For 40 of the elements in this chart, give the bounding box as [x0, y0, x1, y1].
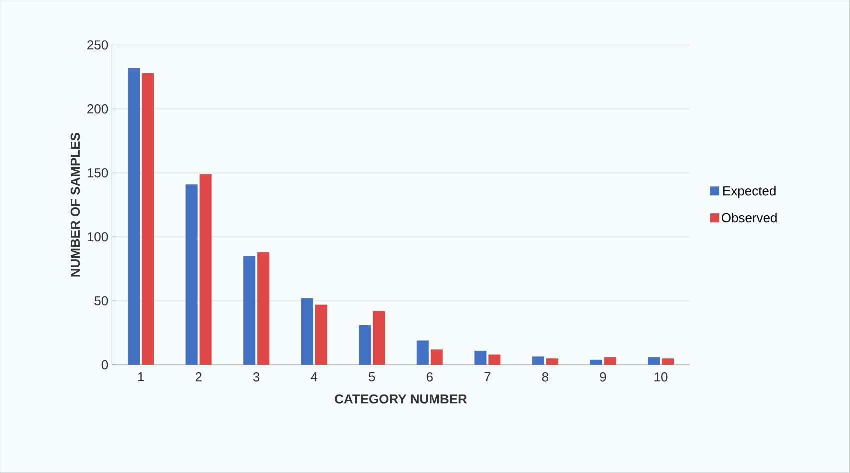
y-tick-label: 150 [88, 168, 108, 178]
y-axis-title: NUMBER OF SAMPLES [70, 132, 80, 277]
bar [186, 184, 198, 365]
bar [258, 252, 270, 365]
bar [546, 358, 558, 365]
bar [590, 360, 602, 365]
bar [604, 357, 616, 365]
y-tick-label: 50 [94, 296, 108, 306]
bar [662, 358, 674, 365]
x-tick-label: 3 [253, 372, 260, 382]
bar [373, 311, 386, 365]
bar [301, 298, 314, 365]
x-tick-label: 1 [138, 372, 144, 382]
bar [244, 256, 256, 365]
bar [474, 350, 487, 365]
x-tick-label: 10 [654, 372, 668, 382]
bar [315, 304, 328, 365]
x-tick-label: 5 [369, 372, 376, 382]
bar [532, 356, 544, 365]
bar [430, 350, 443, 365]
x-tick-label: 2 [196, 372, 202, 382]
y-tick-label: 0 [102, 360, 108, 370]
bar [142, 73, 154, 365]
legend-label: Observed [722, 213, 777, 223]
y-tick-label: 100 [88, 232, 108, 242]
bar [359, 325, 372, 365]
bar [128, 68, 140, 365]
x-tick-label: 9 [600, 372, 606, 382]
x-tick-label: 8 [542, 372, 548, 382]
x-axis-title: CATEGORY NUMBER [335, 394, 468, 404]
bar [648, 357, 660, 365]
x-tick-label: 7 [484, 372, 491, 382]
bar [416, 340, 429, 365]
x-tick-label: 6 [426, 372, 433, 382]
bar [488, 354, 501, 365]
legend-label: Expected [724, 186, 776, 198]
x-tick-label: 4 [311, 372, 318, 382]
y-tick-label: 250 [88, 40, 108, 50]
y-tick-label: 200 [88, 104, 108, 114]
bar [200, 174, 212, 365]
